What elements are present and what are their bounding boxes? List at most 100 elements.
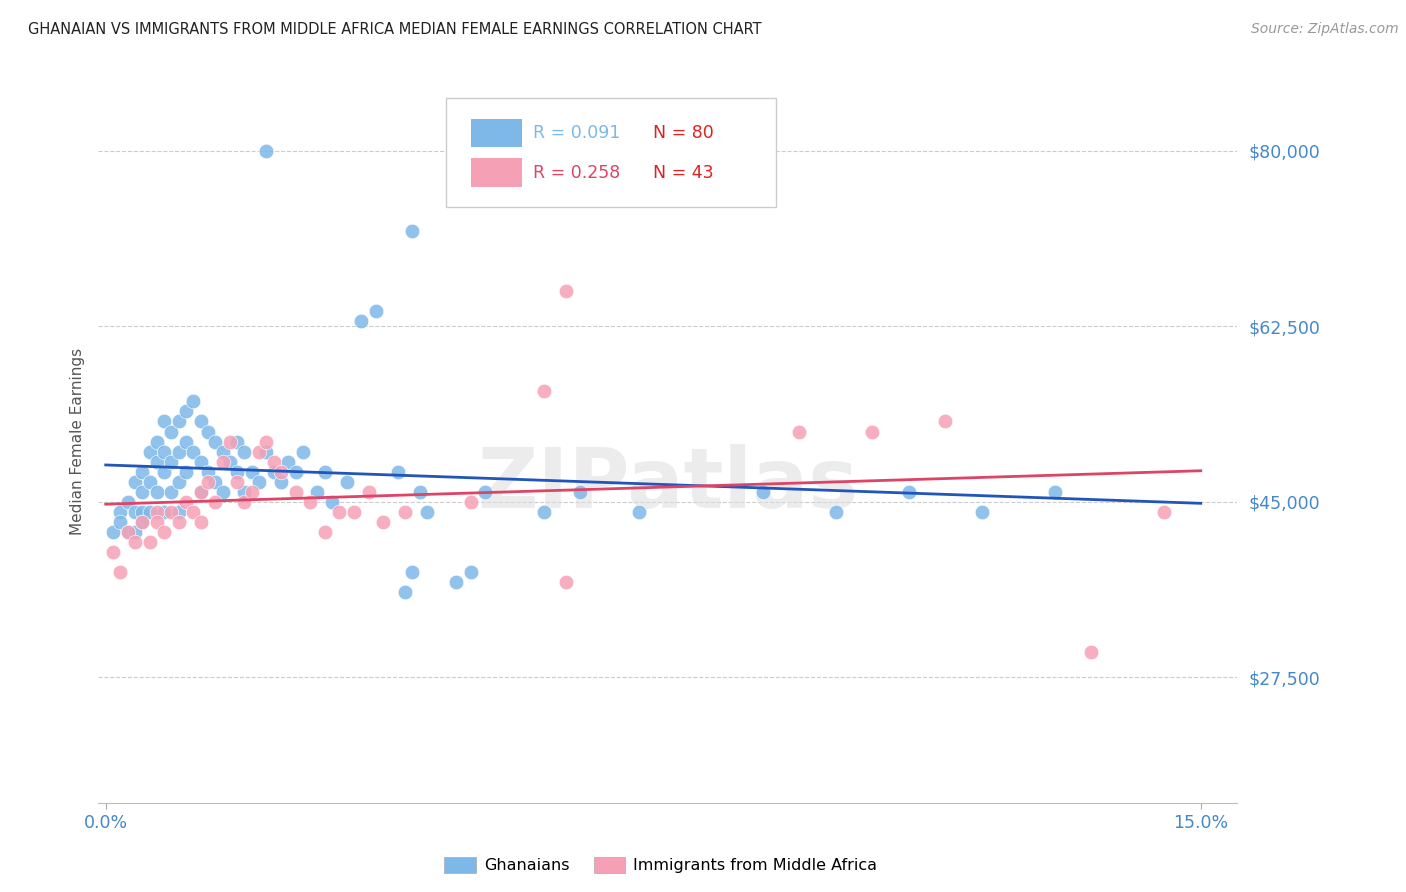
Point [240, 465, 263, 479]
Point [218, 434, 240, 449]
Point [204, 434, 226, 449]
Point [190, 515, 212, 529]
Point [183, 444, 205, 458]
Point [131, 515, 153, 529]
Point [284, 484, 307, 499]
Point [167, 505, 190, 519]
Point [110, 505, 132, 519]
Point [160, 454, 183, 469]
Point [350, 314, 373, 328]
Point [124, 475, 146, 489]
Point [460, 565, 482, 579]
Point [533, 505, 555, 519]
Text: N = 43: N = 43 [652, 164, 714, 182]
Point [167, 414, 190, 428]
Point [153, 414, 176, 428]
Point [263, 454, 285, 469]
Point [860, 425, 883, 439]
Point [247, 475, 270, 489]
Point [270, 475, 292, 489]
Point [554, 574, 576, 589]
Legend: Ghanaians, Immigrants from Middle Africa: Ghanaians, Immigrants from Middle Africa [437, 850, 884, 880]
Point [138, 444, 160, 458]
Point [569, 484, 592, 499]
Point [146, 484, 169, 499]
Point [197, 425, 219, 439]
Point [124, 534, 146, 549]
Point [160, 505, 183, 519]
Point [218, 454, 240, 469]
Point [357, 484, 380, 499]
Point [314, 524, 336, 539]
Point [211, 484, 233, 499]
FancyBboxPatch shape [471, 119, 522, 147]
Point [627, 505, 650, 519]
Text: GHANAIAN VS IMMIGRANTS FROM MIDDLE AFRICA MEDIAN FEMALE EARNINGS CORRELATION CHA: GHANAIAN VS IMMIGRANTS FROM MIDDLE AFRIC… [28, 22, 762, 37]
Point [291, 444, 314, 458]
Point [254, 144, 277, 158]
Point [153, 465, 176, 479]
Point [117, 524, 139, 539]
Point [314, 465, 336, 479]
Point [263, 465, 285, 479]
Point [328, 505, 350, 519]
Text: R = 0.258: R = 0.258 [533, 164, 620, 182]
Point [124, 505, 146, 519]
Point [284, 465, 307, 479]
Point [247, 444, 270, 458]
Point [138, 505, 160, 519]
Point [277, 454, 299, 469]
Y-axis label: Median Female Earnings: Median Female Earnings [69, 348, 84, 535]
Point [1153, 505, 1175, 519]
Point [787, 425, 810, 439]
Point [371, 515, 394, 529]
Point [343, 505, 366, 519]
Point [183, 394, 205, 409]
Point [174, 465, 197, 479]
Point [153, 505, 176, 519]
Point [226, 475, 249, 489]
Point [131, 465, 153, 479]
Point [117, 524, 139, 539]
Point [204, 475, 226, 489]
Point [146, 505, 169, 519]
Point [190, 484, 212, 499]
Point [533, 384, 555, 399]
Point [336, 475, 359, 489]
Point [226, 434, 249, 449]
Text: N = 80: N = 80 [652, 124, 714, 142]
Point [387, 465, 409, 479]
Point [101, 545, 124, 559]
Point [174, 404, 197, 418]
Point [197, 475, 219, 489]
Point [321, 494, 343, 508]
Point [254, 444, 277, 458]
Point [211, 454, 233, 469]
Point [1080, 645, 1102, 659]
Point [460, 494, 482, 508]
Point [408, 484, 430, 499]
Point [254, 434, 277, 449]
Point [167, 515, 190, 529]
Point [174, 434, 197, 449]
Point [934, 414, 956, 428]
Point [131, 515, 153, 529]
Point [474, 484, 496, 499]
Point [146, 454, 169, 469]
Point [364, 304, 387, 318]
Point [138, 475, 160, 489]
Point [110, 565, 132, 579]
Point [183, 505, 205, 519]
Point [416, 505, 439, 519]
Text: ZIPatlas: ZIPatlas [478, 444, 858, 525]
Point [197, 465, 219, 479]
Point [204, 494, 226, 508]
Point [226, 465, 249, 479]
Point [307, 484, 329, 499]
Point [131, 484, 153, 499]
FancyBboxPatch shape [471, 158, 522, 187]
Text: R = 0.091: R = 0.091 [533, 124, 621, 142]
Point [153, 444, 176, 458]
Point [153, 524, 176, 539]
Point [167, 475, 190, 489]
